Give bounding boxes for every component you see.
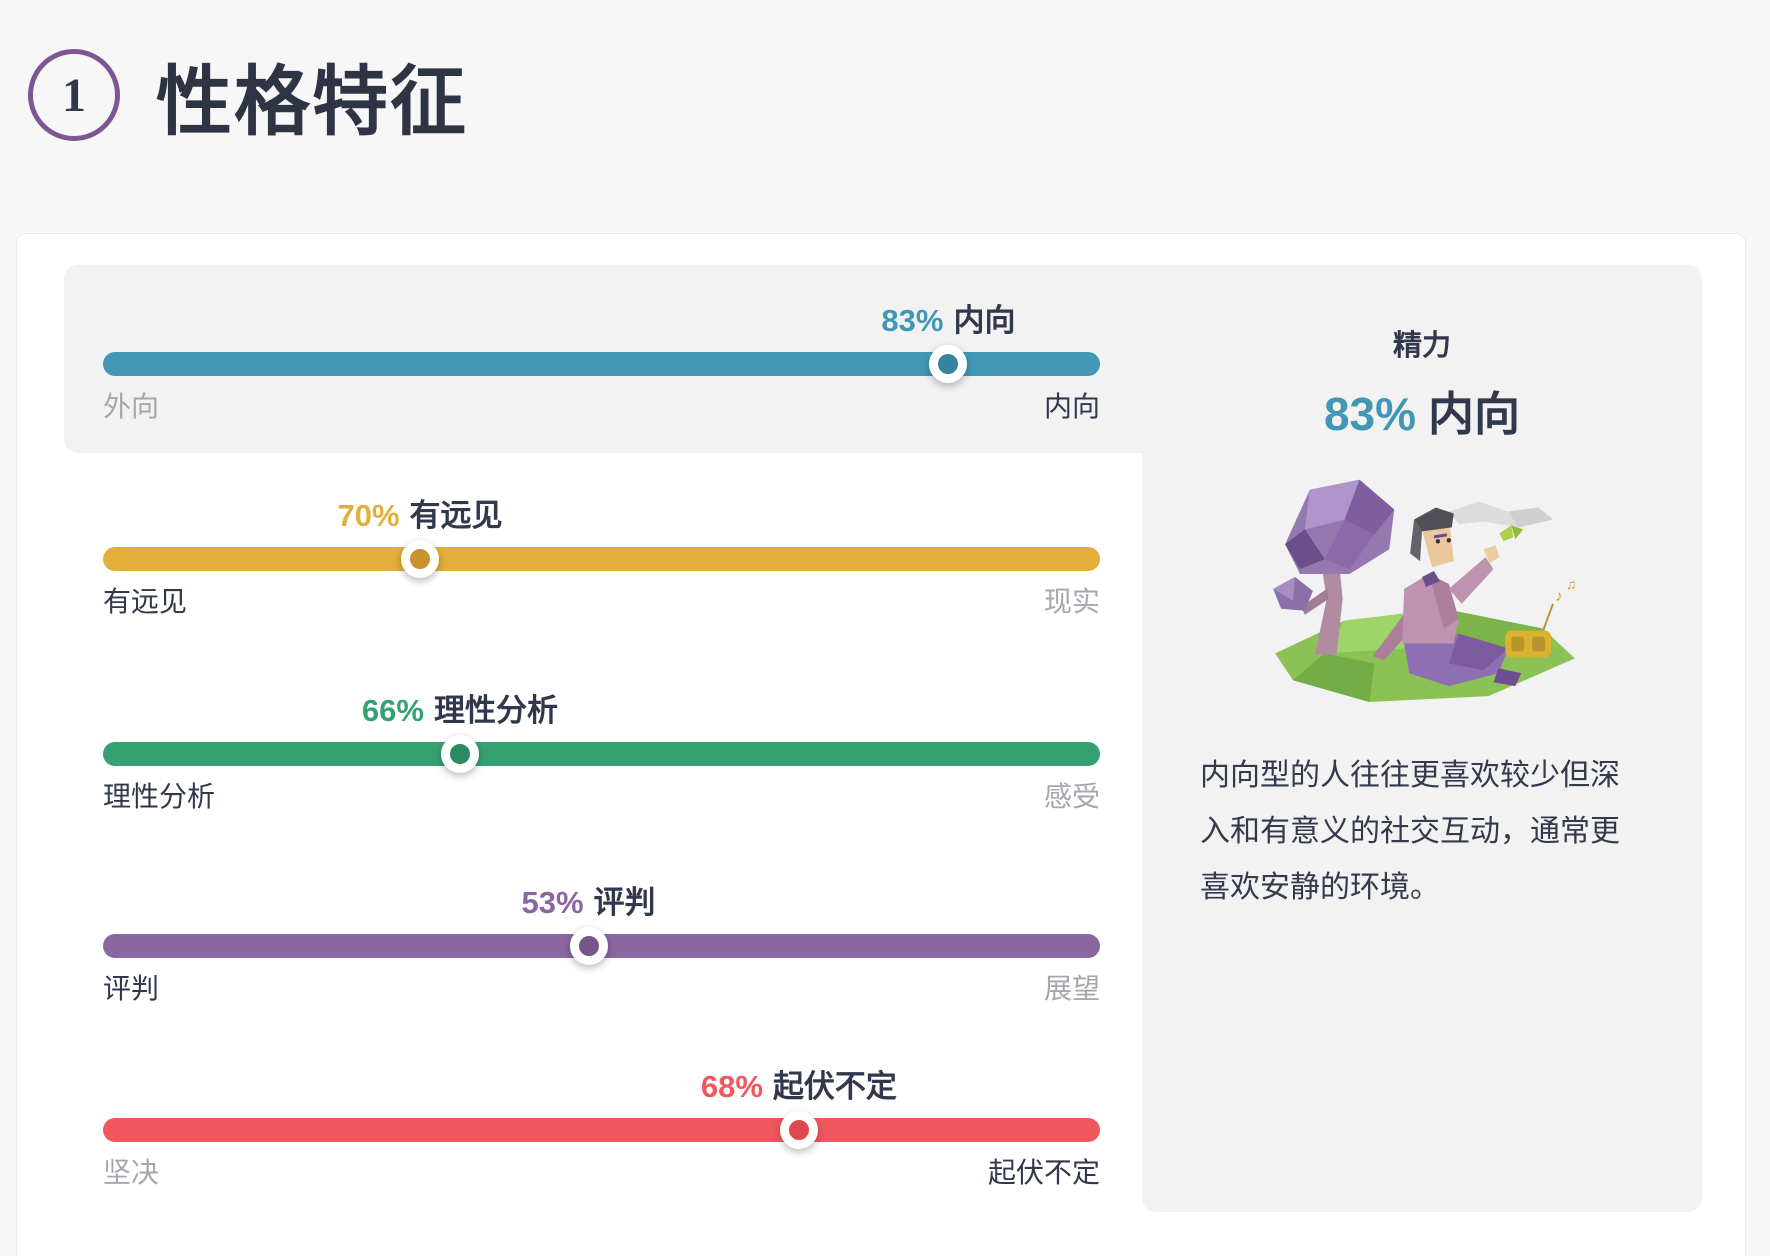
slider-track[interactable]	[103, 547, 1100, 571]
slider-percent: 53%	[521, 885, 584, 920]
slider-knob[interactable]	[779, 1111, 818, 1149]
section-number: 1	[62, 68, 86, 122]
slider-left-label: 有远见	[103, 586, 188, 617]
slider-percent: 68%	[700, 1069, 763, 1104]
slider-dominant-trait: 理性分析	[433, 693, 558, 728]
introvert-illustration: ♪ ♫	[1273, 479, 1576, 703]
trait-slider-row-identity: 68% 起伏不定 坚决 起伏不定	[103, 1068, 1100, 1196]
slider-value-label: 53% 评判	[522, 884, 656, 922]
slider-right-label: 现实	[1043, 586, 1100, 617]
slider-right-label: 感受	[1043, 781, 1100, 812]
radio: ♪ ♫	[1505, 576, 1576, 658]
trait-slider-row-tactics: 53% 评判 评判 展望	[103, 884, 1100, 1012]
slider-left-label: 坚决	[103, 1157, 160, 1188]
slider-right-label: 展望	[1043, 973, 1100, 1004]
trait-slider-row-mind: 70% 有远见 有远见 现实	[103, 497, 1100, 625]
trait-slider-row-nature: 66% 理性分析 理性分析 感受	[103, 692, 1100, 820]
svg-text:♪: ♪	[1555, 588, 1563, 605]
trait-description: 内向型的人往往更喜欢较少但深入和有意义的社交互动，通常更喜欢安静的环境。	[1200, 759, 1620, 904]
section-number-badge: 1	[28, 49, 120, 141]
svg-text:♫: ♫	[1566, 576, 1576, 592]
section-header: 1 性格特征	[28, 40, 468, 150]
panel-trait-value: 83% 内向	[1142, 378, 1702, 444]
person	[1372, 507, 1522, 687]
slider-track[interactable]	[103, 1118, 1100, 1142]
slider-percent: 83%	[881, 303, 944, 338]
panel-category-label: 精力	[1392, 330, 1451, 362]
slider-value-label: 68% 起伏不定	[701, 1068, 897, 1106]
page-title: 性格特征	[156, 60, 468, 145]
trait-detail-panel	[1142, 265, 1702, 1212]
slider-dominant-trait: 起伏不定	[772, 1069, 897, 1104]
slider-right-label: 起伏不定	[987, 1157, 1100, 1188]
slider-value-label: 66% 理性分析	[362, 692, 558, 730]
slider-knob[interactable]	[401, 540, 440, 578]
slider-dominant-trait: 内向	[953, 303, 1016, 338]
slider-left-label: 理性分析	[103, 781, 216, 812]
slider-left-label: 评判	[103, 973, 160, 1004]
slider-value-label: 83% 内向	[881, 302, 1015, 340]
butterfly	[1499, 525, 1524, 542]
slider-percent: 70%	[337, 498, 400, 533]
slider-percent: 66%	[361, 693, 424, 728]
cloud	[1448, 501, 1553, 528]
trait-slider-row-energy: 83% 内向 外向 内向	[103, 302, 1100, 430]
slider-left-label: 外向	[103, 391, 160, 422]
slider-knob[interactable]	[440, 735, 479, 773]
slider-knob[interactable]	[569, 927, 608, 965]
slider-right-label: 内向	[1043, 391, 1100, 422]
panel-value-percent: 83%	[1323, 388, 1417, 440]
slider-dominant-trait: 评判	[593, 885, 656, 920]
slider-track[interactable]	[103, 742, 1100, 766]
slider-dominant-trait: 有远见	[409, 498, 503, 533]
slider-knob[interactable]	[929, 345, 968, 383]
slider-value-label: 70% 有远见	[338, 497, 503, 535]
tree	[1273, 479, 1395, 655]
panel-value-trait: 内向	[1428, 388, 1521, 440]
